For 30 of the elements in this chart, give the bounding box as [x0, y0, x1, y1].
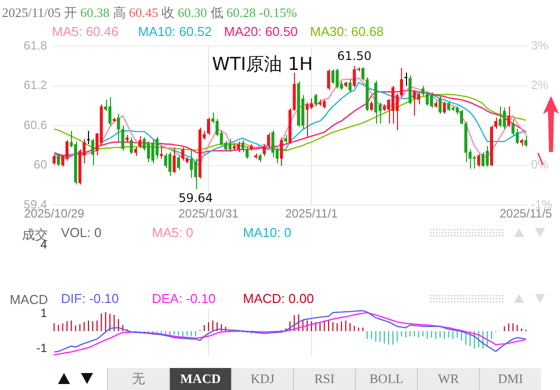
- text: DEA: -0.10: [152, 291, 216, 306]
- text: MA30: 60.68: [310, 24, 384, 39]
- text: 2025/11/05 开 60.38 高 60.45 收 60.30 低 60.28 -0.15%: [2, 5, 297, 20]
- text: MA20: 60.50: [224, 24, 298, 39]
- legend-label: MA5: 0: [152, 225, 194, 240]
- y-tick-label: 61.8: [24, 38, 48, 53]
- annotation: 59.64: [178, 191, 213, 206]
- text: BOLL: [355, 368, 417, 390]
- legend-label: MA10: 0: [243, 225, 292, 240]
- text: WTI原油 1H: [212, 54, 313, 75]
- text: MA5: 60.46: [52, 24, 118, 39]
- y-tick-label: 61.2: [24, 78, 48, 92]
- y-axis-title: MACD: [8, 292, 48, 307]
- y-tick-label: 60: [34, 158, 48, 172]
- text: WR: [417, 368, 479, 390]
- text: DMI: [479, 368, 541, 390]
- series-label: MACD: 0.00: [243, 291, 314, 306]
- text: KDJ: [231, 368, 293, 390]
- text: MACD: [169, 368, 231, 390]
- text: 无: [107, 368, 169, 390]
- y-tick-label: -1: [36, 341, 48, 356]
- y-tick-label: 1: [40, 306, 48, 320]
- x-tick-label: 2025/10/31: [178, 206, 239, 221]
- legend-label: VOL: 0: [61, 225, 102, 240]
- annotation: 61.50: [337, 49, 372, 64]
- series-label: DIF: -0.10: [61, 291, 119, 306]
- text: RSI: [293, 368, 355, 390]
- text: MA10: 60.52: [138, 24, 212, 39]
- y-tick-label: 60.6: [24, 118, 48, 132]
- x-tick-label: 2025/11/1: [285, 206, 338, 221]
